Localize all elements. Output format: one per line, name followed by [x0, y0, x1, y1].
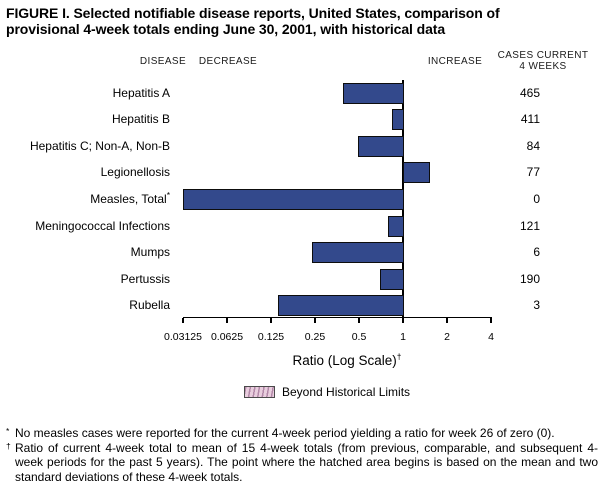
footnote-marker-asterisk: * [6, 426, 10, 436]
footnote-text-measles: No measles cases were reported for the c… [15, 426, 555, 440]
disease-label: Legionellosis [100, 165, 170, 180]
disease-labels-column: Hepatitis A Hepatitis B Hepatitis C; Non-A… [0, 80, 170, 320]
x-axis-tick-label: 0.5 [351, 331, 367, 343]
footnote-ratio: † Ratio of current 4-week total to mean o… [5, 441, 598, 485]
disease-label: Hepatitis B [111, 112, 170, 127]
x-axis-tick-label: 0.25 [304, 331, 326, 343]
case-counts-column: 465 411 84 77 0 121 6 190 3 [480, 80, 540, 320]
beyond-historical-limits-swatch [244, 386, 275, 398]
ratio-bar [380, 268, 404, 290]
x-axis-tick-label: 0.03125 [164, 331, 202, 343]
x-axis-title-footnote-marker: † [396, 351, 402, 362]
column-header-disease: DISEASE [139, 56, 187, 67]
case-count: 3 [533, 298, 540, 313]
ratio-bar [391, 109, 404, 131]
x-axis-tick-label: 2 [444, 331, 450, 343]
ratio-bar [343, 82, 404, 104]
x-axis-tick [314, 318, 316, 323]
bar-plot: 0.03125 0.0625 0.125 0.25 0.5 1 2 4 [164, 80, 494, 343]
x-axis-tick [182, 318, 184, 323]
footnote-text-ratio: Ratio of current 4-week total to mean of… [15, 440, 598, 484]
disease-label: Hepatitis C; Non-A, Non-B [29, 138, 170, 153]
ratio-bar [403, 162, 430, 184]
case-count: 121 [519, 218, 540, 233]
disease-label: Hepatitis A [112, 85, 170, 100]
column-header-increase: INCREASE [427, 56, 483, 67]
disease-label: Rubella [129, 298, 170, 313]
x-axis-title-text: Ratio (Log Scale) [292, 353, 397, 368]
disease-label: Mumps [130, 245, 170, 260]
x-axis-tick [446, 318, 448, 323]
disease-footnote-marker: * [166, 189, 170, 200]
figure-title-line1: FIGURE I. Selected notifiable disease re… [6, 5, 500, 21]
ratio-bar [312, 242, 404, 264]
x-axis-tick-label: 0.125 [257, 331, 285, 343]
disease-label: Pertussis [120, 271, 170, 286]
x-axis-tick [270, 318, 272, 323]
x-axis-tick [226, 318, 228, 323]
column-header-cases-line2: 4 WEEKS [519, 61, 567, 72]
x-axis-tick [402, 318, 404, 323]
footnote-marker-dagger: † [6, 440, 11, 451]
ratio-bar [388, 215, 404, 237]
case-count: 465 [519, 85, 540, 100]
ratio-bar [278, 295, 404, 317]
column-header-cases-line1: CASES CURRENT [497, 50, 589, 61]
case-count: 190 [519, 271, 540, 286]
x-axis-tick [358, 318, 360, 323]
x-axis-tick-label: 0.0625 [210, 331, 244, 343]
column-header-cases: CASES CURRENT 4 WEEKS [478, 50, 602, 72]
case-count: 77 [526, 165, 540, 180]
footnote-measles: * No measles cases were reported for the … [5, 426, 598, 441]
figure-title: FIGURE I. Selected notifiable disease re… [6, 5, 500, 37]
case-count: 0 [533, 191, 540, 206]
case-count: 411 [520, 112, 540, 127]
x-axis-tick-label: 4 [488, 331, 494, 343]
legend-label: Beyond Historical Limits [282, 385, 411, 399]
ratio-bar [183, 188, 404, 210]
figure-title-line2: provisional 4-week totals ending June 30… [6, 21, 445, 37]
column-header-decrease: DECREASE [198, 56, 258, 67]
x-axis-title: Ratio (Log Scale)† [247, 351, 447, 368]
x-axis-tick-label: 1 [400, 331, 406, 343]
footnotes: * No measles cases were reported for the … [5, 426, 598, 484]
disease-label: Meningococcal Infections [35, 218, 170, 233]
x-axis-line [182, 316, 492, 318]
ratio-bar [357, 135, 404, 157]
case-count: 6 [533, 245, 540, 260]
case-count: 84 [526, 138, 540, 153]
disease-label: Measles, Total* [90, 189, 170, 206]
x-axis-tick [490, 318, 492, 323]
